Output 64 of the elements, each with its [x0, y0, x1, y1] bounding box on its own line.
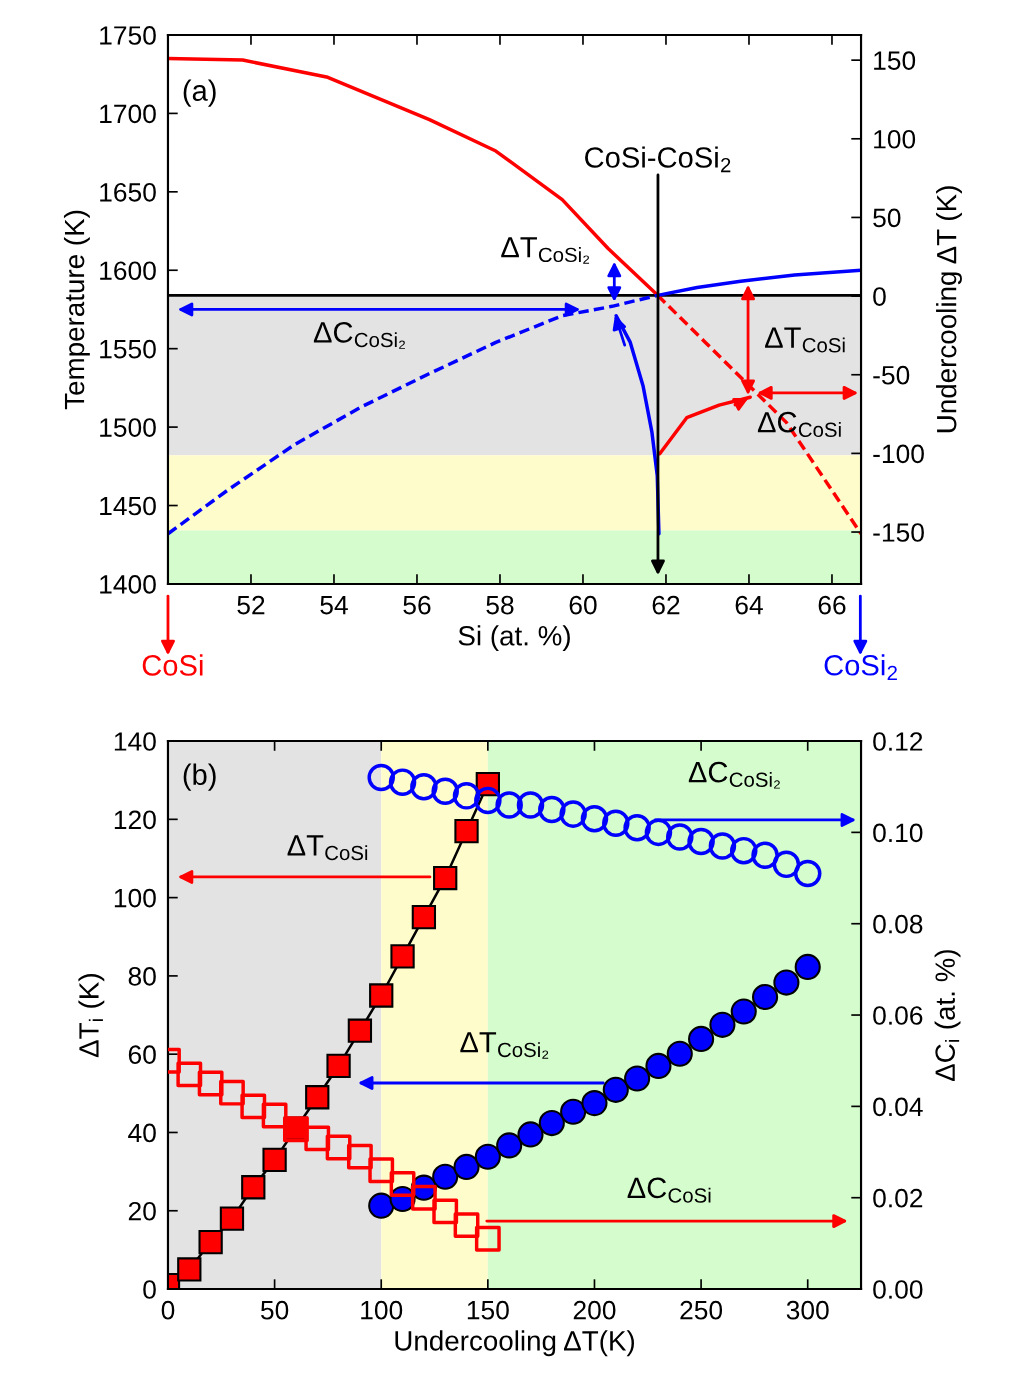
annotation: ΔC$_{CoSi₂}$: [688, 761, 780, 789]
annotation: (a): [183, 79, 216, 107]
y-tick-label: 1600: [100, 261, 156, 281]
y-tick-label: 1450: [100, 496, 156, 516]
y2-tick-label: -100: [873, 444, 924, 464]
y-tick-label: 1400: [100, 575, 156, 594]
y-tick-label: 0: [143, 1280, 156, 1299]
annotation: ΔC$_{CoSi₂}$: [313, 322, 405, 349]
x-axis-title: Si (at. %): [458, 625, 570, 652]
y2-tick-label: -150: [873, 523, 924, 542]
x-tick-label: 62: [652, 595, 680, 615]
x-tick-label: 150: [467, 1300, 509, 1320]
y-tick-label: 20: [128, 1201, 156, 1221]
y-tick-label: 1550: [100, 339, 156, 359]
text: CoSi: [142, 654, 203, 676]
x-tick-label: 200: [573, 1300, 616, 1320]
x-tick-label: 54: [320, 596, 348, 615]
annotation: ΔT$_{CoSi}$: [287, 835, 368, 861]
y2-axis-title: ΔC$_{i}$ (at. %): [934, 950, 961, 1082]
annotation: ΔT$_{CoSi₂}$: [501, 237, 590, 264]
x-tick-label: 250: [680, 1300, 723, 1320]
y2-tick-label: -50: [873, 365, 910, 385]
y-tick-label: 1750: [100, 26, 156, 45]
x-tick-label: 56: [403, 595, 431, 615]
y-tick-label: 140: [114, 732, 156, 751]
y-tick-label: 120: [114, 810, 156, 830]
annotation: (b): [183, 763, 216, 791]
y2-tick-label: 0.12: [873, 732, 923, 751]
annotation: ΔT$_{CoSi}$: [765, 327, 845, 353]
x-axis-title: Undercooling ΔT(K): [395, 1330, 634, 1357]
y-tick-label: 1700: [100, 104, 156, 124]
y2-tick-label: 0.06: [873, 1006, 923, 1025]
x-tick-label: 58: [486, 595, 514, 615]
y-tick-label: 40: [128, 1123, 156, 1143]
x-tick-label: 60: [569, 595, 597, 615]
y-tick-label: 100: [114, 888, 156, 908]
x-tick-label: 100: [361, 1300, 403, 1320]
y2-tick-label: 0.10: [873, 823, 923, 843]
y2-tick-label: 50: [873, 208, 901, 228]
y2-axis-title: Undercooling ΔT (K): [936, 186, 962, 433]
annotation: CoSi-CoSi$_{2}$: [585, 146, 731, 173]
y2-tick-label: 0.00: [873, 1280, 923, 1299]
text: CoSi$_{2}$: [824, 654, 897, 680]
y-tick-label: 1500: [100, 418, 156, 437]
x-tick-label: 52: [237, 595, 265, 615]
y2-tick-label: 0.02: [873, 1188, 923, 1208]
y2-tick-label: 0: [873, 287, 886, 306]
annotation: ΔC$_{CoSi}$: [627, 1177, 711, 1203]
annotation: ΔT$_{CoSi₂}$: [460, 1032, 549, 1059]
y-tick-label: 1650: [100, 182, 156, 202]
y2-tick-label: 0.04: [873, 1097, 923, 1117]
x-tick-label: 0: [161, 1300, 175, 1320]
x-tick-label: 300: [786, 1300, 829, 1320]
y2-tick-label: 0.08: [873, 914, 923, 934]
y-axis-title: Temperature (K): [63, 210, 90, 410]
y2-tick-label: 150: [874, 51, 916, 70]
y-axis-title: ΔT$_{i}$ (K): [78, 974, 105, 1058]
x-tick-label: 64: [735, 595, 763, 615]
x-tick-label: 50: [260, 1300, 289, 1320]
y-tick-label: 80: [128, 967, 156, 986]
x-tick-label: 66: [818, 595, 846, 615]
y2-tick-label: 100: [874, 129, 916, 149]
y-tick-label: 60: [128, 1045, 156, 1065]
annotation: ΔC$_{CoSi}$: [757, 411, 841, 438]
